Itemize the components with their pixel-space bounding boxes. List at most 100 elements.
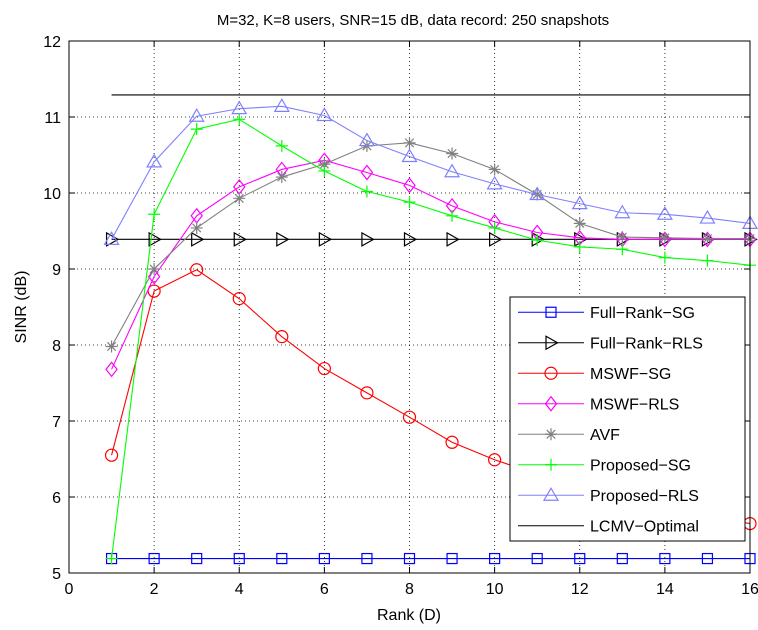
data-point <box>273 98 290 112</box>
legend-label: Full−Rank−SG <box>590 305 695 322</box>
data-point <box>233 192 246 205</box>
legend: Full−Rank−SG Full−Rank−RLS MSWF−SG MSWF−RLS… <box>509 296 746 542</box>
data-point <box>616 552 628 565</box>
data-point <box>360 386 374 400</box>
data-point <box>699 209 716 224</box>
data-point <box>488 163 501 176</box>
legend-label: Proposed−RLS <box>590 488 699 505</box>
data-point <box>488 221 501 234</box>
data-point <box>361 552 373 565</box>
data-point <box>105 340 118 353</box>
data-point <box>360 164 374 181</box>
data-point <box>531 552 543 565</box>
x-tick-label: 16 <box>741 581 758 598</box>
data-point <box>190 263 204 277</box>
data-point <box>105 361 118 378</box>
data-point <box>446 552 458 565</box>
data-point <box>318 552 330 565</box>
chart-title: M=32, K=8 users, SNR=15 dB, data record:… <box>217 12 609 29</box>
data-point <box>545 306 557 318</box>
data-point <box>658 231 672 248</box>
data-point <box>146 153 163 168</box>
data-point <box>105 552 118 565</box>
data-point <box>318 158 331 171</box>
y-tick-label: 10 <box>43 186 61 203</box>
legend-label: Proposed−SG <box>590 457 691 474</box>
data-point <box>446 209 459 222</box>
data-point <box>545 335 559 351</box>
legend-label: MSWF−RLS <box>590 396 679 413</box>
data-point <box>658 231 671 244</box>
x-tick-label: 6 <box>320 581 329 598</box>
series <box>105 136 756 353</box>
x-tick-label: 2 <box>150 581 159 598</box>
x-tick-label: 10 <box>486 581 504 598</box>
data-point <box>545 428 557 441</box>
data-point <box>488 453 502 467</box>
data-point <box>614 204 631 219</box>
data-point <box>446 147 459 160</box>
legend-label: AVF <box>590 427 620 444</box>
legend-label: LCMV−Optimal <box>590 518 699 535</box>
data-point <box>147 268 161 285</box>
data-point <box>231 100 248 115</box>
data-point <box>233 552 245 565</box>
series <box>105 552 756 565</box>
series-line <box>111 105 751 240</box>
data-point <box>658 251 671 264</box>
data-point <box>318 164 331 177</box>
data-point <box>659 552 671 565</box>
legend-label: Full−Rank−RLS <box>590 335 703 352</box>
data-point <box>233 113 246 126</box>
data-point <box>444 163 461 178</box>
legend-label: MSWF−SG <box>590 366 671 383</box>
data-point <box>401 148 418 163</box>
data-point <box>276 552 288 565</box>
y-tick-labels: 5 6 7 8 9 10 11 12 <box>43 34 61 583</box>
data-point <box>403 136 416 149</box>
data-point <box>147 284 161 298</box>
data-point <box>191 231 205 247</box>
y-tick-label: 12 <box>43 34 61 51</box>
y-tick-label: 5 <box>52 566 61 583</box>
series-line <box>111 118 751 559</box>
data-point <box>531 231 545 247</box>
data-point <box>574 552 586 565</box>
data-point <box>190 221 203 234</box>
data-point <box>544 395 558 412</box>
y-tick-label: 6 <box>52 490 61 507</box>
data-point <box>616 231 629 244</box>
data-point <box>358 132 375 147</box>
data-point <box>276 231 290 247</box>
data-point <box>403 196 416 209</box>
data-point <box>148 208 161 221</box>
y-tick-label: 9 <box>52 262 61 279</box>
data-point <box>360 185 373 198</box>
data-point <box>275 139 288 152</box>
data-point <box>317 361 331 376</box>
data-point <box>573 217 586 230</box>
data-point <box>232 292 246 306</box>
x-tick-label: 4 <box>235 581 244 598</box>
data-point <box>545 458 557 471</box>
data-point <box>446 231 460 247</box>
x-tick-label: 14 <box>656 581 674 598</box>
data-point <box>402 410 417 424</box>
x-tick-label: 12 <box>571 581 589 598</box>
data-point <box>486 175 503 190</box>
data-point <box>148 552 160 565</box>
y-axis-label: SINR (dB) <box>13 271 30 344</box>
data-point <box>403 177 416 194</box>
data-point <box>701 254 714 267</box>
data-point <box>103 231 120 245</box>
data-point <box>188 108 205 122</box>
data-point <box>573 240 586 253</box>
data-point <box>531 234 544 247</box>
series-layer <box>103 94 758 565</box>
x-axis-label: Rank (D) <box>377 607 441 624</box>
data-point <box>275 171 288 184</box>
data-point <box>190 123 203 136</box>
data-point <box>316 107 333 122</box>
data-point <box>701 552 714 565</box>
